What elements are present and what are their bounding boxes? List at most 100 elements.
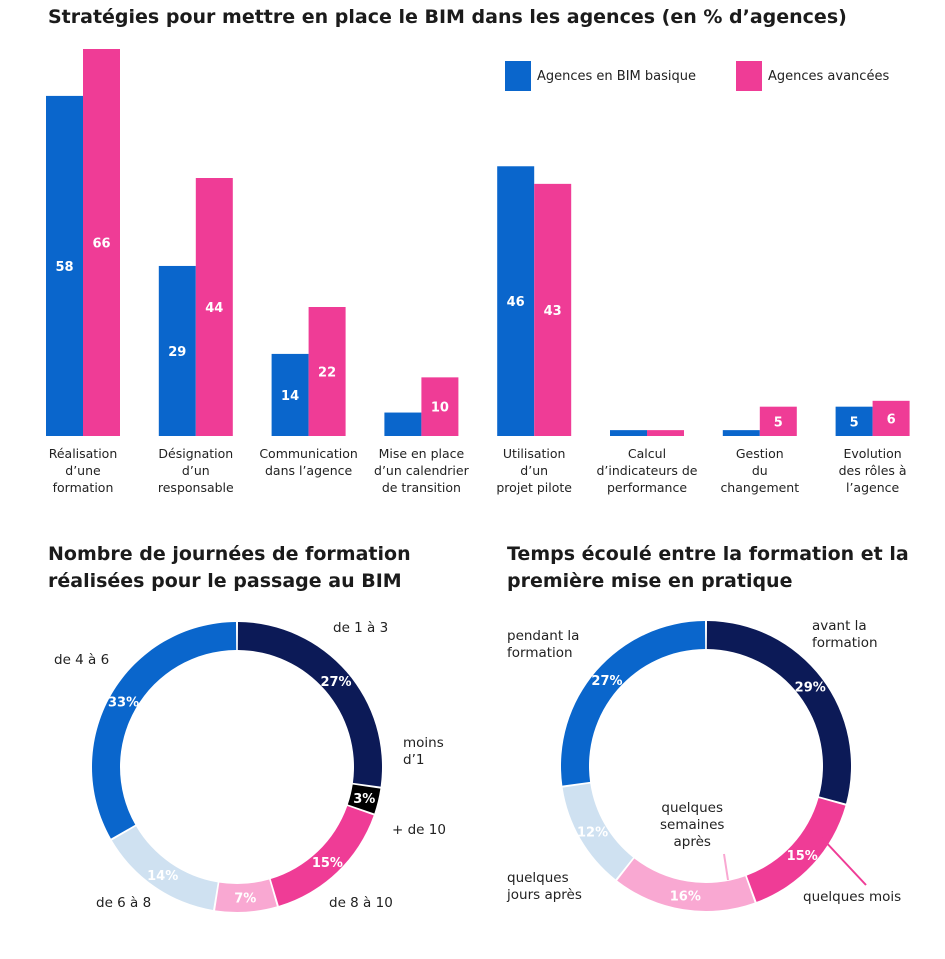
label-line: Communication xyxy=(259,446,358,461)
bar-value-label: 58 xyxy=(55,260,73,275)
bar-basic-7 xyxy=(835,406,873,436)
bar-category-label-5: Calcul d’indicateurs de performance xyxy=(592,445,702,496)
bar-basic-3 xyxy=(384,412,422,436)
bar-value-label: 14 xyxy=(281,389,299,404)
label-line: responsable xyxy=(157,480,234,495)
bar-category-label-6: Gestion du changement xyxy=(705,445,815,496)
label-line: des rôles à xyxy=(838,463,907,478)
bar-basic-4 xyxy=(497,166,535,437)
bar-value-label: 29 xyxy=(168,345,186,360)
donut-leader-line xyxy=(723,853,729,881)
donut-slice-label-0: avant la formation xyxy=(812,618,878,652)
bar-advanced-5 xyxy=(647,430,684,436)
donut-slice-pct: 12% xyxy=(577,826,608,841)
bar-chart-title: Stratégies pour mettre en place le BIM d… xyxy=(48,6,847,28)
donut-slice-pct: 15% xyxy=(787,849,818,864)
donut-slice-label-4: de 6 à 8 xyxy=(96,895,151,912)
bar-advanced-2 xyxy=(308,307,346,436)
label-line: formation xyxy=(507,645,573,661)
label-line: jours après xyxy=(507,887,582,903)
donut-slice-0 xyxy=(706,621,851,804)
legend-item-basic: Agences en BIM basique xyxy=(505,61,696,91)
donut-slice-pct: 33% xyxy=(108,696,139,711)
bar-advanced-0 xyxy=(83,49,120,436)
donut-slice-1 xyxy=(347,784,381,814)
donut-slice-label-5: de 4 à 6 xyxy=(54,652,109,669)
label-line: de 1 à 3 xyxy=(333,620,389,636)
donut-slice-pct: 29% xyxy=(795,681,826,696)
label-line: après xyxy=(673,834,711,850)
donut-slice-label-1: quelques mois xyxy=(803,889,901,906)
label-line: Evolution xyxy=(843,446,902,461)
label-line: de transition xyxy=(381,480,461,495)
donut-slice-1 xyxy=(746,797,846,902)
donut-slice-5 xyxy=(92,622,237,839)
donut-slice-0 xyxy=(237,622,382,787)
label-line: moins xyxy=(403,735,444,751)
donut-slice-2 xyxy=(270,806,374,906)
label-line: + de 10 xyxy=(392,822,446,838)
donut-slice-label-2: + de 10 xyxy=(392,822,446,839)
donut-slice-label-3: de 8 à 10 xyxy=(329,895,393,912)
donut-slice-3 xyxy=(215,879,277,912)
label-line: d’un xyxy=(520,463,549,478)
bar-value-label: 5 xyxy=(850,415,859,430)
donut-slice-pct: 3% xyxy=(353,792,375,807)
label-line: semaines xyxy=(660,817,725,833)
bar-category-label-3: Mise en place d’un calendrier de transitio… xyxy=(366,445,476,496)
donut-slice-label-0: de 1 à 3 xyxy=(333,620,388,637)
bar-advanced-7 xyxy=(872,400,910,436)
donut-slice-label-3: quelques jours après xyxy=(507,870,582,904)
label-line: Mise en place xyxy=(378,446,465,461)
bar-basic-0 xyxy=(46,95,83,436)
bar-value-label: 5 xyxy=(774,415,783,430)
label-line: d’un calendrier xyxy=(374,463,469,478)
bar-advanced-6 xyxy=(759,406,797,436)
label-line: projet pilote xyxy=(496,480,572,495)
bar-value-label: 43 xyxy=(544,304,562,319)
bar-basic-2 xyxy=(271,353,309,436)
label-line: Réalisation xyxy=(48,446,118,461)
label-line: avant la xyxy=(812,618,867,634)
label-line: Désignation xyxy=(158,446,234,461)
bar-category-label-4: Utilisation d’un projet pilote xyxy=(479,445,589,496)
bar-category-label-0: Réalisation d’une formation xyxy=(28,445,138,496)
bar-value-label: 22 xyxy=(318,366,336,381)
label-line: quelques mois xyxy=(803,889,902,905)
bar-value-label: 6 xyxy=(887,412,896,427)
label-line: l’agence xyxy=(845,480,900,495)
donut-leader-line xyxy=(821,837,867,886)
label-line: dans l’agence xyxy=(264,463,353,478)
donut-training-days-title: Nombre de journées de formation réalisée… xyxy=(48,543,411,592)
label-line: d’1 xyxy=(403,752,425,768)
bar-basic-5 xyxy=(610,430,647,436)
label-line: Calcul xyxy=(627,446,667,461)
donut-slice-label-4: pendant la formation xyxy=(507,628,579,662)
donut-slice-pct: 15% xyxy=(312,856,343,871)
legend-swatch-basic xyxy=(505,61,531,91)
label-line: changement xyxy=(720,480,800,495)
donut-slice-2 xyxy=(617,858,755,911)
label-line: d’indicateurs de xyxy=(596,463,698,478)
donut-slice-pct: 16% xyxy=(670,889,701,904)
bar-advanced-3 xyxy=(421,377,459,436)
label-line: Gestion xyxy=(735,446,784,461)
label-line: quelques xyxy=(661,800,724,816)
donut-slice-pct: 27% xyxy=(591,674,622,689)
legend-label-advanced: Agences avancées xyxy=(768,68,890,84)
legend-swatch-advanced xyxy=(736,61,762,91)
bar-category-label-2: Communication dans l’agence xyxy=(254,445,364,479)
bar-advanced-4 xyxy=(534,183,572,436)
donut-slice-4 xyxy=(561,621,706,786)
donut-slice-label-1: moins d’1 xyxy=(403,735,444,769)
donut-slice-label-2: quelques semaines après xyxy=(660,800,724,851)
label-line: Utilisation xyxy=(502,446,566,461)
bar-value-label: 66 xyxy=(92,237,110,252)
bar-value-label: 44 xyxy=(205,301,223,316)
donut-time-elapsed-title: Temps écoulé entre la formation et la pr… xyxy=(507,543,909,592)
donut-slice-pct: 7% xyxy=(234,892,256,907)
donut-slice-4 xyxy=(111,826,218,911)
label-line: performance xyxy=(606,480,688,495)
label-line: formation xyxy=(52,480,114,495)
